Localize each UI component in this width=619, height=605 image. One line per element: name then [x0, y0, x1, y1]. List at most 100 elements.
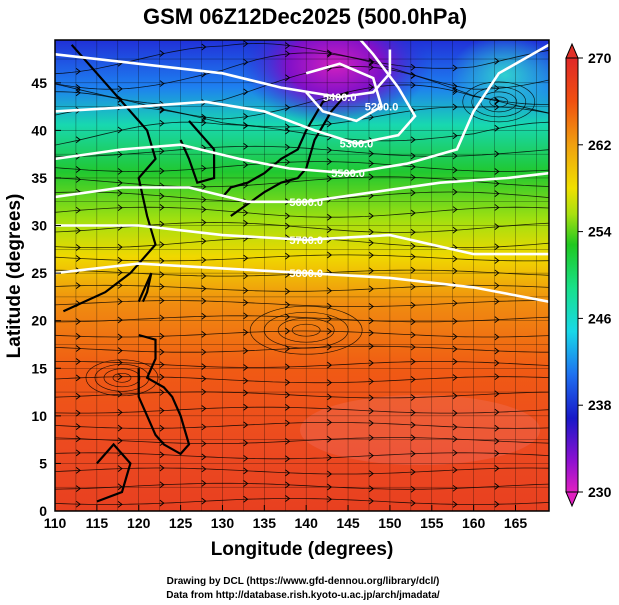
flow-arrow [410, 301, 416, 309]
flow-arrow [452, 409, 458, 417]
flow-arrow [117, 424, 123, 432]
flow-arrow [75, 68, 81, 75]
plot-frame [54, 39, 550, 512]
flow-arrow [201, 312, 207, 320]
flow-arrow [117, 501, 123, 508]
flow-arrow [243, 480, 249, 487]
flow-arrow [201, 453, 207, 461]
flow-arrow [452, 206, 458, 213]
flow-arrow [117, 298, 123, 306]
flow-arrow [452, 484, 458, 492]
flow-arrow [410, 318, 416, 326]
flow-arrow [243, 113, 249, 120]
flow-arrow [117, 85, 123, 93]
flow-arrow [368, 228, 374, 236]
contour-line [55, 224, 549, 256]
flow-arrow [75, 227, 81, 235]
flow-arrow [243, 121, 249, 129]
flow-arrow [494, 373, 500, 381]
contour-label: 5800.0 [289, 268, 323, 280]
height-contours: 5400.0 5300.0 5200.0 5500.0 5600.0 5700.0 5800… [55, 40, 549, 303]
streamline [55, 467, 549, 475]
streamline [55, 406, 549, 414]
contour-line [305, 62, 384, 123]
flow-arrow [327, 419, 333, 426]
contour-label: 5400.0 [323, 92, 357, 104]
streamline [55, 66, 549, 105]
flow-arrow [285, 50, 291, 58]
y-tick-label: 5 [39, 455, 47, 471]
vortex-streamline [103, 368, 141, 388]
flow-arrow [494, 450, 500, 457]
contour-line [55, 171, 549, 204]
colorbar-tick-label: 254 [588, 224, 612, 240]
flow-arrow [452, 358, 458, 366]
colorbar-scale [565, 57, 579, 493]
streamline [55, 254, 549, 262]
flow-arrow [368, 267, 374, 275]
flow-arrow [117, 347, 123, 354]
streamline [55, 391, 549, 399]
flow-arrow [327, 287, 333, 295]
flow-arrow [285, 404, 291, 411]
flow-arrow [201, 331, 207, 338]
flow-arrow [327, 251, 333, 259]
flow-arrow [285, 437, 291, 445]
streamline [55, 498, 549, 505]
flow-arrow [159, 80, 165, 87]
vortex-streamline [85, 359, 159, 397]
colorbar-tick-label: 262 [588, 137, 612, 153]
flow-arrow [494, 84, 500, 92]
flow-arrow [75, 374, 81, 382]
flow-arrow [75, 345, 81, 352]
streamline [55, 422, 549, 429]
flow-arrow [117, 437, 123, 445]
flow-arrow [117, 316, 123, 324]
contour-label: 5200.0 [365, 102, 399, 114]
flow-arrow [285, 252, 291, 260]
flow-arrow [368, 83, 374, 91]
flow-arrow [243, 328, 249, 336]
flow-arrow [75, 136, 81, 144]
flow-arrow [117, 256, 123, 264]
flow-arrow [201, 363, 207, 370]
streamline [55, 452, 549, 460]
warm-band [300, 395, 540, 465]
flow-arrow [494, 316, 500, 323]
flow-arrow [285, 42, 291, 49]
flow-arrow [243, 58, 249, 66]
flow-arrow [243, 299, 249, 307]
flow-arrow [117, 179, 123, 187]
flow-arrow [410, 81, 416, 89]
flow-arrow [410, 163, 416, 171]
flow-arrow [327, 454, 333, 461]
streamline [55, 482, 549, 490]
flow-arrow [285, 495, 291, 502]
flow-arrow [159, 481, 165, 489]
flow-arrow [494, 408, 500, 416]
flow-arrow [117, 95, 123, 103]
streamline [55, 161, 549, 172]
flow-arrow [368, 497, 374, 505]
streamline [55, 52, 549, 90]
flow-arrow [75, 467, 81, 474]
flow-arrow [201, 206, 207, 213]
flow-arrow [285, 419, 291, 427]
flow-arrow [410, 174, 416, 181]
flow-arrow [117, 483, 123, 491]
flow-arrow [494, 98, 500, 105]
flow-arrow [75, 332, 81, 340]
flow-arrow [368, 378, 374, 385]
flow-arrow [75, 435, 81, 443]
colorbar-ticks: 230 238 246 254 262 270 [578, 50, 612, 500]
flow-arrow [410, 71, 416, 79]
flow-arrow [243, 455, 249, 462]
flow-arrow [410, 358, 416, 366]
flow-arrow [159, 348, 165, 356]
contour-line [55, 49, 392, 99]
flow-arrow [117, 189, 123, 197]
x-axis-ticks: 110 115 120 125 130 135 140 145 150 155 160 165 [44, 505, 527, 531]
streamline [55, 330, 549, 338]
flow-arrow [368, 58, 374, 65]
flow-arrow [243, 161, 249, 169]
